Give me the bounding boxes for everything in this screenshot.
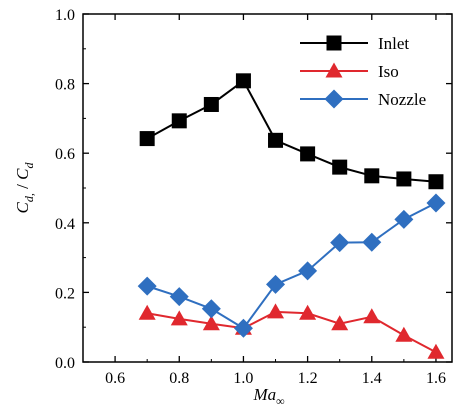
legend-marker-nozzle	[324, 89, 344, 109]
data-point-nozzle	[330, 233, 350, 253]
data-point-iso	[395, 326, 413, 342]
legend-label-inlet: Inlet	[378, 34, 409, 53]
data-point-nozzle	[426, 193, 446, 213]
data-point-inlet	[364, 168, 380, 184]
data-point-inlet	[300, 146, 316, 162]
data-point-nozzle	[266, 274, 286, 294]
legend-marker-iso	[325, 62, 343, 78]
legend-label-nozzle: Nozzle	[378, 90, 426, 109]
data-point-nozzle	[233, 318, 253, 338]
data-point-iso	[331, 315, 349, 331]
x-tick-label: 1.2	[298, 370, 318, 387]
x-tick-label: 0.6	[105, 370, 125, 387]
y-tick-label: 0.2	[55, 285, 75, 302]
data-point-inlet	[203, 96, 219, 112]
data-point-inlet	[139, 131, 155, 147]
x-tick-label: 1.4	[362, 370, 382, 387]
data-point-iso	[202, 315, 220, 331]
x-tick-label: 1.6	[426, 370, 446, 387]
x-tick-label: 1.0	[233, 370, 253, 387]
data-point-iso	[427, 343, 445, 359]
legend: Inlet Iso Nozzle	[300, 34, 426, 109]
data-point-nozzle	[201, 299, 221, 319]
data-point-inlet	[268, 132, 284, 148]
data-point-iso	[170, 310, 188, 326]
data-point-iso	[138, 304, 156, 320]
data-point-nozzle	[298, 261, 318, 281]
y-axis-label: Cd, / Cd	[13, 162, 36, 214]
data-point-inlet	[332, 159, 348, 175]
data-point-inlet	[428, 174, 444, 190]
series-line-inlet	[146, 79, 437, 183]
legend-label-iso: Iso	[378, 62, 399, 81]
x-axis-label: Ma∞	[253, 385, 285, 408]
x-tick-label: 0.8	[169, 370, 189, 387]
data-point-inlet	[171, 113, 187, 129]
y-tick-label: 0.8	[55, 77, 75, 94]
y-tick-label: 0.4	[55, 216, 75, 233]
data-point-iso	[267, 303, 285, 319]
y-tick-label: 0.0	[55, 355, 75, 372]
data-point-nozzle	[137, 276, 157, 296]
axes: 0.6 0.8 1.0 1.2 1.4 1.60.00.20.40.60.81.0Ma∞C…	[13, 7, 453, 408]
data-point-nozzle	[394, 209, 414, 229]
legend-marker-inlet	[326, 35, 342, 51]
series-line-nozzle	[146, 202, 437, 330]
data-point-iso	[299, 304, 317, 320]
data-point-inlet	[235, 73, 251, 89]
data-point-nozzle	[362, 232, 382, 252]
series-layer	[137, 73, 446, 359]
data-point-nozzle	[169, 287, 189, 307]
series-line-iso	[147, 310, 437, 354]
data-point-inlet	[396, 171, 412, 187]
y-tick-label: 1.0	[55, 7, 75, 24]
data-point-iso	[363, 308, 381, 324]
y-tick-label: 0.6	[55, 146, 75, 163]
